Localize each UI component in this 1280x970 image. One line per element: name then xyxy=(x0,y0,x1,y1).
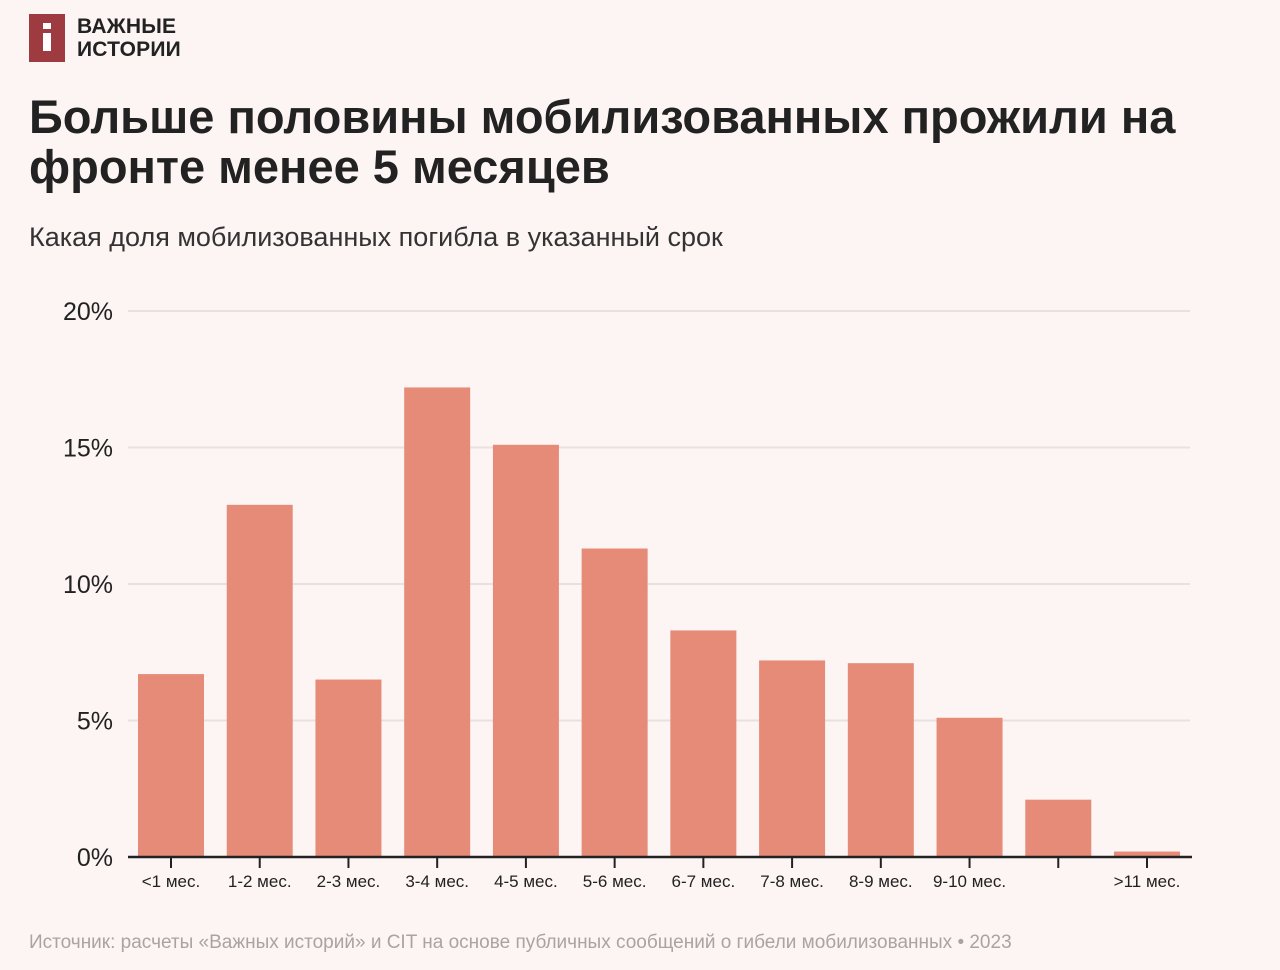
bar xyxy=(226,504,293,857)
y-tick-label: 0% xyxy=(77,844,113,872)
bar xyxy=(138,674,204,857)
x-tick-label: 4-5 мес. xyxy=(494,872,558,891)
y-tick-label: 5% xyxy=(77,708,113,736)
x-tick-label: 1-2 мес. xyxy=(228,872,292,891)
source-note: Источник: расчеты «Важных историй» и CIT… xyxy=(29,932,1012,953)
bar xyxy=(404,387,471,857)
x-tick-label: 5-6 мес. xyxy=(583,872,647,891)
y-tick-label: 20% xyxy=(63,298,113,326)
logo-line-2: ИСТОРИИ xyxy=(77,38,181,61)
bar xyxy=(492,444,559,857)
x-tick-label: >11 мес. xyxy=(1114,872,1181,891)
logo-text: ВАЖНЫЕ ИСТОРИИ xyxy=(77,15,181,61)
y-tick-label: 15% xyxy=(63,435,113,463)
chart-title: Больше половины мобилизованных прожили н… xyxy=(29,90,1176,193)
chart-subtitle: Какая доля мобилизованных погибла в указ… xyxy=(29,222,723,252)
bar xyxy=(936,717,1003,857)
x-tick-label: 9-10 мес. xyxy=(933,872,1006,891)
x-tick-label: 6-7 мес. xyxy=(672,872,736,891)
bar xyxy=(847,663,914,857)
bar xyxy=(759,660,826,857)
logo: ВАЖНЫЕ ИСТОРИИ xyxy=(29,14,181,62)
y-tick-label: 10% xyxy=(63,571,113,599)
x-tick-label: 3-4 мес. xyxy=(405,872,469,891)
bar xyxy=(670,630,737,857)
bar xyxy=(1025,799,1092,857)
logo-line-1: ВАЖНЫЕ xyxy=(77,15,177,38)
x-tick-label: 2-3 мес. xyxy=(317,872,381,891)
bar xyxy=(1114,851,1180,857)
x-tick-label: 7-8 мес. xyxy=(760,872,824,891)
bar xyxy=(581,548,648,857)
logo-i-icon xyxy=(29,14,65,62)
x-tick-label: <1 мес. xyxy=(142,872,200,891)
bar xyxy=(315,679,382,857)
x-tick-label: 8-9 мес. xyxy=(849,872,913,891)
